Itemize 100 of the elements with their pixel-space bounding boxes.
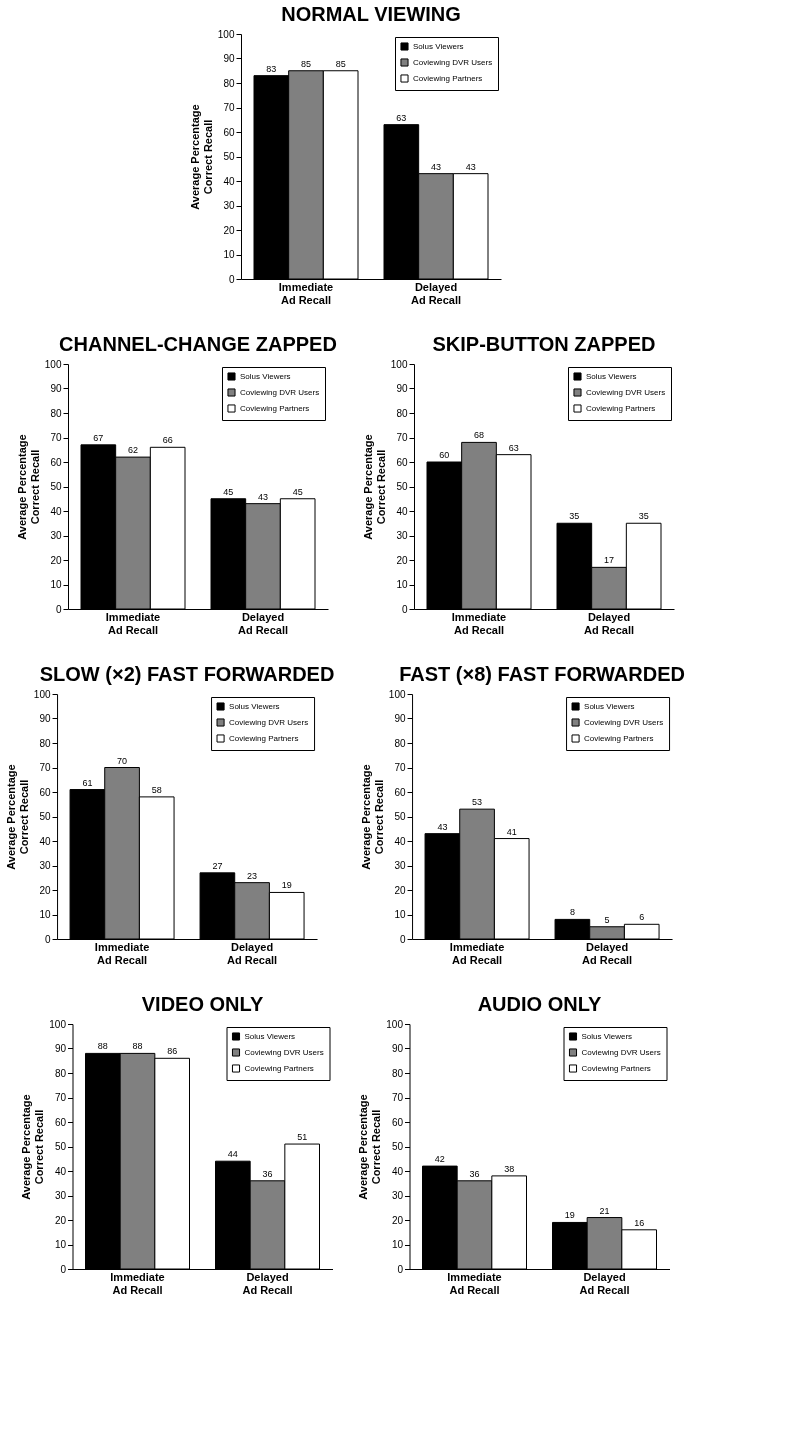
x-tick-label: Immediate Ad Recall [110,1270,165,1296]
y-tick-label: 60 [391,1116,404,1128]
y-tick-label: 60 [394,786,406,798]
data-label: 83 [266,63,277,74]
y-tick-label: 50 [396,481,408,492]
y-tick-label: 90 [39,713,51,724]
y-tick-label: 90 [391,1043,404,1054]
legend-label: Coviewing DVR Users [240,387,320,397]
y-tick-label: 20 [391,1214,404,1226]
y-tick-label: 70 [39,762,51,773]
x-tick-label: Immediate Ad Recall [451,610,507,636]
y-tick-label: 10 [391,1239,404,1250]
legend-label: Solus Viewers [240,371,291,381]
chart-title: VIDEO ONLY [141,993,264,1015]
x-tick-label: Immediate Ad Recall [449,940,505,966]
y-tick-label: 10 [396,579,408,590]
data-label: 35 [638,511,649,522]
legend-label: Coviewing DVR Users [584,717,664,727]
data-label: 88 [97,1041,108,1052]
y-tick-label: 30 [391,1190,404,1201]
data-label: 70 [117,755,128,766]
x-tick-label: Delayed Ad Recall [583,610,635,636]
legend-label: Coviewing Partners [413,73,483,83]
y-tick-label: 80 [394,737,406,749]
y-tick-label: 30 [223,200,235,211]
data-label: 86 [167,1046,178,1057]
data-label: 53 [472,797,483,808]
data-label: 41 [506,826,517,837]
x-tick-label: Immediate Ad Recall [447,1270,502,1296]
y-tick-label: 100 [386,1018,404,1030]
y-tick-label: 80 [50,407,62,419]
y-tick-label: 50 [394,811,406,822]
y-tick-label: 40 [394,835,406,847]
data-label: 42 [434,1154,445,1165]
legend-label: Coviewing DVR Users [244,1047,324,1057]
y-tick-label: 80 [39,737,51,749]
data-label: 88 [132,1041,143,1052]
y-tick-label: 50 [391,1141,404,1152]
y-tick-label: 90 [223,53,235,64]
x-tick-label: Delayed Ad Recall [237,610,289,636]
x-tick-label: Immediate Ad Recall [94,940,150,966]
data-label: 85 [300,58,312,69]
data-label: 38 [504,1163,515,1174]
legend-label: Coviewing DVR Users [586,387,666,397]
legend-label: Coviewing Partners [586,403,656,413]
y-tick-label: 50 [223,151,235,162]
y-tick-label: 100 [33,688,51,700]
data-label: 6 [639,912,645,923]
y-tick-label: 70 [394,762,406,773]
y-tick-label: 20 [50,554,62,566]
y-tick-label: 40 [50,505,62,517]
y-tick-label: 0 [397,1263,404,1275]
y-tick-label: 0 [55,603,62,615]
y-tick-label: 100 [217,28,235,40]
y-tick-label: 10 [223,249,235,260]
y-tick-label: 0 [400,933,406,945]
x-tick-label: Delayed Ad Recall [579,1270,630,1296]
x-tick-label: Delayed Ad Recall [410,280,462,306]
y-tick-label: 90 [396,383,408,394]
y-axis-title: Average Percentage Correct Recall [359,764,385,870]
data-label: 43 [257,491,269,502]
data-label: 61 [82,777,93,788]
y-tick-label: 10 [50,579,62,590]
y-tick-label: 70 [54,1092,67,1103]
y-tick-label: 20 [396,554,408,566]
data-label: 63 [396,112,407,123]
y-tick-label: 60 [223,126,235,138]
y-tick-label: 80 [396,407,408,419]
chart-title: SKIP-BUTTON ZAPPED [432,333,656,355]
y-tick-label: 10 [39,909,51,920]
legend-label: Coviewing DVR Users [413,57,493,67]
data-label: 5 [604,914,610,925]
y-tick-label: 50 [39,811,51,822]
data-label: 36 [262,1168,273,1179]
y-tick-label: 30 [394,860,406,871]
chart-title: CHANNEL-CHANGE ZAPPED [59,333,337,355]
chart-title: NORMAL VIEWING [281,3,461,25]
data-label: 45 [292,486,303,497]
data-label: 85 [335,58,346,69]
y-tick-label: 60 [54,1116,67,1128]
data-label: 66 [162,435,173,446]
y-axis-title: Average Percentage Correct Recall [188,104,214,210]
y-tick-label: 0 [45,933,51,945]
y-tick-label: 30 [54,1190,67,1201]
data-label: 19 [281,880,292,891]
x-tick-label: Delayed Ad Recall [226,940,278,966]
y-tick-label: 0 [228,273,235,285]
y-tick-label: 100 [390,358,408,370]
data-label: 43 [465,161,476,172]
chart-title: SLOW (×2) FAST FORWARDED [39,663,335,685]
data-label: 17 [603,555,615,566]
data-label: 16 [634,1217,645,1228]
legend-label: Coviewing Partners [584,733,654,743]
legend-label: Coviewing Partners [244,1063,314,1073]
x-tick-label: Delayed Ad Recall [581,940,633,966]
y-tick-label: 100 [388,688,406,700]
y-axis-title: Average Percentage Correct Recall [4,764,30,870]
y-tick-label: 50 [54,1141,67,1152]
y-tick-label: 80 [223,77,235,89]
y-axis-title: Average Percentage Correct Recall [15,434,41,540]
